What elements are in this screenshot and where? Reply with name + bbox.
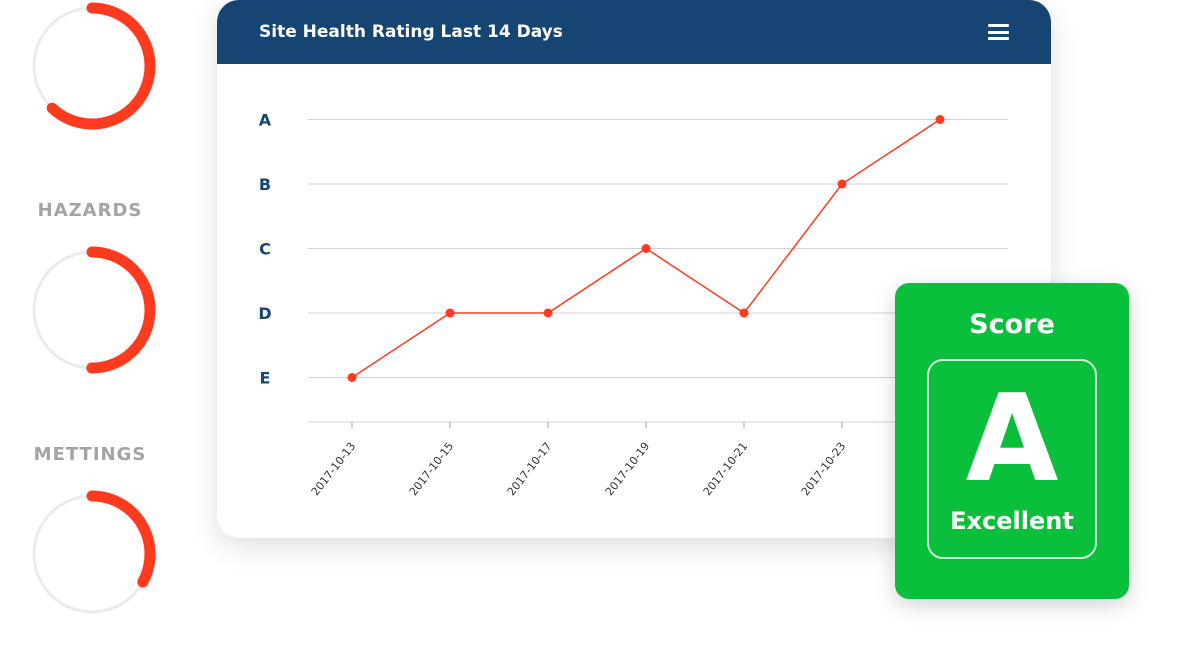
gauge-mettings-ring bbox=[28, 490, 156, 618]
y-tick-label: C bbox=[259, 240, 271, 259]
gauge-label-mettings: METTINGS bbox=[33, 444, 147, 465]
gauge-label-hazards: HAZARDS bbox=[37, 200, 143, 221]
x-tick-label: 2017-10-23 bbox=[799, 440, 849, 498]
x-tick-label: 2017-10-13 bbox=[309, 440, 359, 498]
data-point bbox=[935, 115, 945, 124]
y-tick-label: D bbox=[258, 304, 271, 323]
gauge-hazards-arc bbox=[28, 246, 156, 374]
x-tick-label: 2017-10-17 bbox=[505, 440, 555, 498]
y-tick-label: A bbox=[259, 111, 272, 130]
gauge-mettings-arc bbox=[28, 490, 156, 618]
data-point bbox=[641, 244, 651, 253]
card-header: Site Health Rating Last 14 Days bbox=[217, 0, 1051, 64]
gauge-hazards-ring bbox=[28, 246, 156, 374]
gauge-1-ring bbox=[28, 2, 156, 130]
y-tick-label: E bbox=[260, 369, 271, 388]
data-point bbox=[739, 308, 749, 318]
data-point bbox=[837, 179, 847, 189]
score-title: Score bbox=[969, 309, 1055, 340]
hamburger-menu-icon[interactable] bbox=[988, 24, 1009, 40]
card-title: Site Health Rating Last 14 Days bbox=[259, 22, 563, 42]
gauge-hazards bbox=[28, 246, 156, 374]
site-health-line-chart: E D C B A 2017-10-13 2017-10-15 2017-10-17 2017-… bbox=[258, 111, 1008, 498]
score-description: Excellent bbox=[950, 507, 1074, 535]
data-point bbox=[347, 373, 357, 382]
x-tick-label: 2017-10-19 bbox=[603, 440, 653, 498]
gauge-mettings bbox=[28, 490, 156, 618]
y-tick-label: B bbox=[259, 175, 271, 194]
x-tick-label: 2017-10-15 bbox=[407, 440, 457, 498]
score-grade-box: A Excellent bbox=[927, 359, 1097, 559]
gauge-1 bbox=[28, 2, 156, 130]
score-card: Score A Excellent bbox=[895, 283, 1129, 599]
x-tick-label: 2017-10-21 bbox=[701, 440, 751, 498]
gauge-1-arc bbox=[28, 2, 156, 130]
score-grade: A bbox=[965, 370, 1059, 509]
data-point bbox=[543, 308, 553, 318]
data-point bbox=[445, 308, 455, 318]
